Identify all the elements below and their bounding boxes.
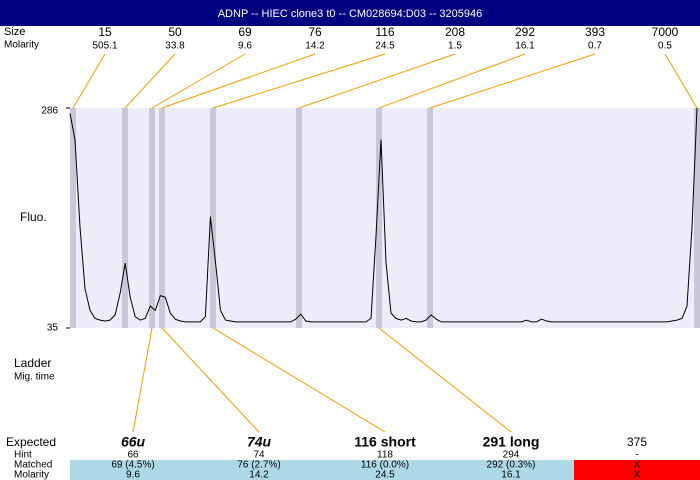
hint: 74 (253, 450, 265, 461)
molarity-label: Molarity (4, 40, 39, 51)
row-label: Expected (6, 435, 56, 449)
y-tick-label: 35 (47, 323, 59, 334)
molarity: 14.2 (249, 470, 269, 480)
ladder-connector (161, 53, 316, 109)
ladder-molarity: 505.1 (92, 41, 117, 52)
ladder-molarity: 14.2 (305, 41, 325, 52)
ladder-band (376, 108, 382, 328)
ladder-size: 76 (308, 25, 322, 39)
hint: 118 (377, 450, 393, 461)
ladder-band (122, 108, 128, 328)
ladder-molarity: 9.6 (238, 41, 252, 52)
ladder-band (427, 108, 433, 328)
ladder-connector (298, 53, 456, 109)
hint: - (635, 450, 638, 461)
molarity: 16.1 (501, 470, 521, 480)
ladder-size: 292 (515, 25, 535, 39)
result-cell (574, 460, 700, 480)
row-label: Matched (14, 460, 52, 471)
plot-area (70, 108, 697, 328)
ladder-connector (429, 53, 596, 109)
ladder-molarity: 24.5 (375, 41, 395, 52)
ladder-size: 50 (168, 25, 182, 39)
molarity: 24.5 (375, 470, 395, 480)
ladder-connector (212, 53, 386, 109)
matched: 76 (2.7%) (237, 460, 280, 471)
title: ADNP -- HIEC clone3 t0 -- CM028694:D03 -… (218, 8, 483, 20)
matched: 292 (0.3%) (487, 460, 536, 471)
ladder-connector (72, 53, 106, 109)
ladder-connector (124, 53, 176, 109)
match-connector (132, 327, 153, 433)
match-connector (378, 327, 512, 433)
ladder-size: 7000 (652, 25, 679, 39)
ladder-connector (378, 53, 526, 109)
molarity: X (634, 470, 641, 480)
row-label: Molarity (14, 470, 49, 480)
ladder-connector (664, 53, 698, 109)
matched: 116 (0.0%) (361, 460, 409, 471)
trace (69, 107, 698, 323)
ladder-band (149, 108, 155, 328)
ladder-size: 393 (585, 25, 605, 39)
ladder-molarity: 16.1 (515, 41, 535, 52)
ladder-molarity: 33.8 (165, 41, 185, 52)
ladder-molarity: 1.5 (448, 41, 462, 52)
ladder-band (296, 108, 302, 328)
y-tick-label: 286 (41, 106, 58, 117)
expected: 74u (247, 434, 272, 450)
mig-time-label: Mig. time (14, 372, 55, 383)
ladder-band (70, 108, 76, 328)
ladder-connector (151, 53, 246, 109)
molarity: 9.6 (126, 470, 140, 480)
ladder-molarity: 0.5 (658, 41, 672, 52)
match-connector (161, 327, 260, 433)
result-cell (322, 460, 448, 480)
ladder-band (159, 108, 165, 328)
size-label: Size (4, 26, 25, 38)
result-cell (196, 460, 322, 480)
expected: 291 long (483, 434, 540, 450)
ladder-band (210, 108, 216, 328)
ladder-molarity: 0.7 (588, 41, 602, 52)
expected: 66u (121, 434, 146, 450)
ladder-size: 116 (375, 25, 394, 39)
ladder-label: Ladder (14, 356, 51, 370)
hint: 294 (503, 450, 520, 461)
matched: 69 (4.5%) (111, 460, 154, 471)
match-connector (212, 327, 386, 433)
y-axis-label: Fluo. (20, 210, 47, 224)
hint: 66 (127, 450, 139, 461)
result-cell (70, 460, 196, 480)
matched: X (634, 460, 641, 471)
result-cell (448, 460, 574, 480)
title-bar (0, 0, 700, 26)
expected: 116 short (354, 434, 416, 450)
expected: 375 (627, 435, 647, 449)
ladder-size: 69 (238, 25, 252, 39)
ladder-size: 15 (98, 25, 112, 39)
ladder-band (694, 108, 700, 328)
row-label: Hint (14, 450, 32, 461)
ladder-size: 208 (445, 25, 465, 39)
